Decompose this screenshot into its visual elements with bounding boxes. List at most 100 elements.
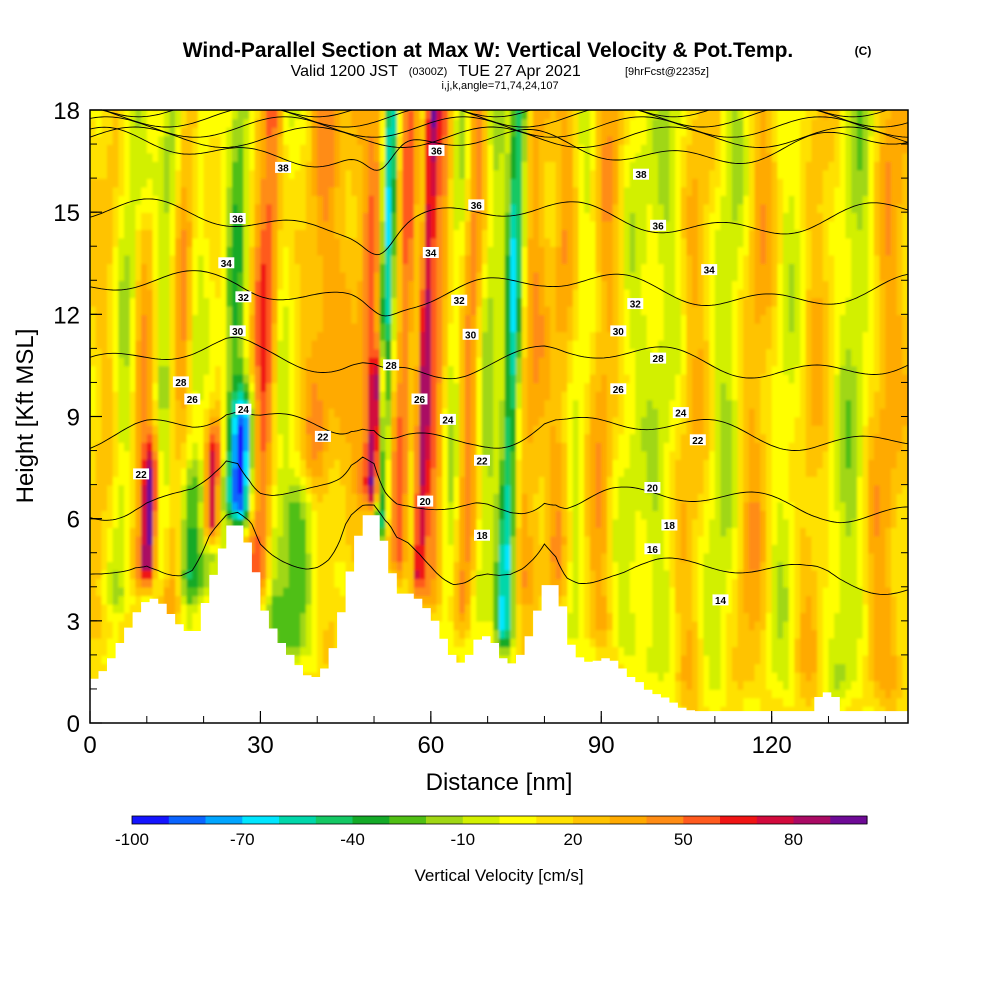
theta-contour-upper: [99, 110, 908, 128]
velocity-cell: [891, 688, 898, 723]
velocity-cell: [345, 288, 353, 443]
velocity-cell: [232, 501, 239, 511]
velocity-cell: [834, 373, 841, 511]
velocity-cell: [368, 433, 375, 477]
velocity-cell: [436, 603, 443, 622]
velocity-cell: [322, 220, 330, 452]
velocity-cell: [635, 110, 642, 154]
velocity-cell: [743, 135, 750, 196]
velocity-cell: [839, 314, 847, 367]
velocity-cell: [879, 688, 887, 707]
velocity-cell: [396, 110, 404, 137]
velocity-cell: [385, 459, 392, 520]
velocity-cell: [249, 314, 256, 341]
contour-label: 22: [133, 468, 150, 481]
velocity-cell: [487, 476, 495, 622]
velocity-cell: [584, 110, 591, 213]
contour-label: 22: [689, 434, 706, 447]
velocity-cell: [476, 110, 483, 213]
velocity-cell: [419, 118, 426, 222]
velocity-cell: [351, 237, 358, 324]
velocity-cell: [680, 237, 688, 316]
velocity-cell: [487, 144, 495, 248]
velocity-cell: [692, 178, 699, 307]
velocity-cell: [232, 416, 239, 435]
velocity-cell: [601, 373, 608, 554]
velocity-cell: [180, 339, 188, 409]
svg-text:30: 30: [465, 330, 477, 341]
velocity-cell: [305, 433, 313, 469]
velocity-cell: [220, 110, 228, 460]
velocity-cell: [277, 135, 284, 230]
velocity-cell: [760, 561, 767, 631]
velocity-cell: [561, 442, 568, 537]
velocity-cell: [192, 476, 199, 528]
velocity-cell: [618, 646, 625, 665]
velocity-cell: [118, 110, 125, 196]
velocity-cell: [692, 442, 699, 520]
velocity-cell: [283, 586, 290, 648]
colorbar-swatch: [315, 816, 354, 824]
velocity-cell: [646, 493, 654, 554]
velocity-cell: [379, 365, 387, 392]
velocity-cell: [743, 501, 750, 614]
velocity-cell: [288, 110, 296, 128]
velocity-cell: [249, 339, 256, 375]
velocity-cell: [243, 535, 250, 545]
velocity-cell: [453, 229, 461, 384]
velocity-cell: [743, 195, 750, 256]
velocity-cell: [271, 220, 279, 324]
velocity-cell: [720, 195, 727, 384]
velocity-cell: [692, 356, 699, 443]
velocity-cell: [834, 186, 841, 375]
velocity-cell: [379, 118, 387, 162]
velocity-cell: [771, 161, 779, 307]
velocity-cell: [379, 161, 387, 222]
velocity-cell: [141, 586, 148, 597]
velocity-cell: [368, 373, 375, 435]
velocity-cell: [135, 127, 142, 205]
velocity-cell: [800, 229, 807, 367]
velocity-cell: [146, 586, 154, 597]
velocity-cell: [771, 544, 779, 673]
velocity-cell: [430, 237, 438, 469]
velocity-cell: [879, 408, 887, 690]
velocity-cell: [294, 484, 301, 503]
velocity-cell: [788, 263, 796, 333]
velocity-cell: [163, 110, 171, 137]
velocity-cell: [555, 510, 563, 580]
velocity-cell: [254, 118, 262, 205]
velocity-cell: [601, 280, 608, 375]
velocity-cell: [680, 680, 688, 707]
velocity-cell: [487, 620, 495, 648]
velocity-cell: [215, 135, 222, 299]
velocity-cell: [856, 476, 864, 588]
velocity-cell: [152, 450, 159, 460]
velocity-cell: [419, 578, 426, 588]
velocity-cell: [595, 271, 603, 333]
velocity-cell: [873, 110, 881, 162]
velocity-cell: [294, 646, 301, 656]
velocity-cell: [680, 561, 688, 656]
velocity-cell: [419, 254, 426, 290]
velocity-cell: [129, 578, 137, 597]
velocity-cell: [396, 169, 404, 333]
velocity-cell: [680, 373, 688, 435]
velocity-cell: [726, 110, 733, 401]
velocity-cell: [868, 373, 875, 418]
velocity-cell: [368, 135, 375, 196]
velocity-cell: [124, 203, 131, 256]
velocity-cell: [527, 535, 534, 605]
velocity-cell: [760, 263, 767, 316]
velocity-cell: [652, 356, 659, 409]
velocity-cell: [851, 110, 858, 213]
velocity-cell: [408, 280, 415, 333]
velocity-cell: [885, 118, 892, 162]
velocity-cell: [237, 356, 245, 375]
potential-temperature-contours: [90, 110, 908, 595]
velocity-cell: [828, 220, 835, 256]
velocity-cell: [504, 110, 512, 154]
velocity-cell: [243, 510, 250, 520]
velocity-cell: [601, 552, 608, 597]
velocity-cell: [777, 697, 784, 723]
